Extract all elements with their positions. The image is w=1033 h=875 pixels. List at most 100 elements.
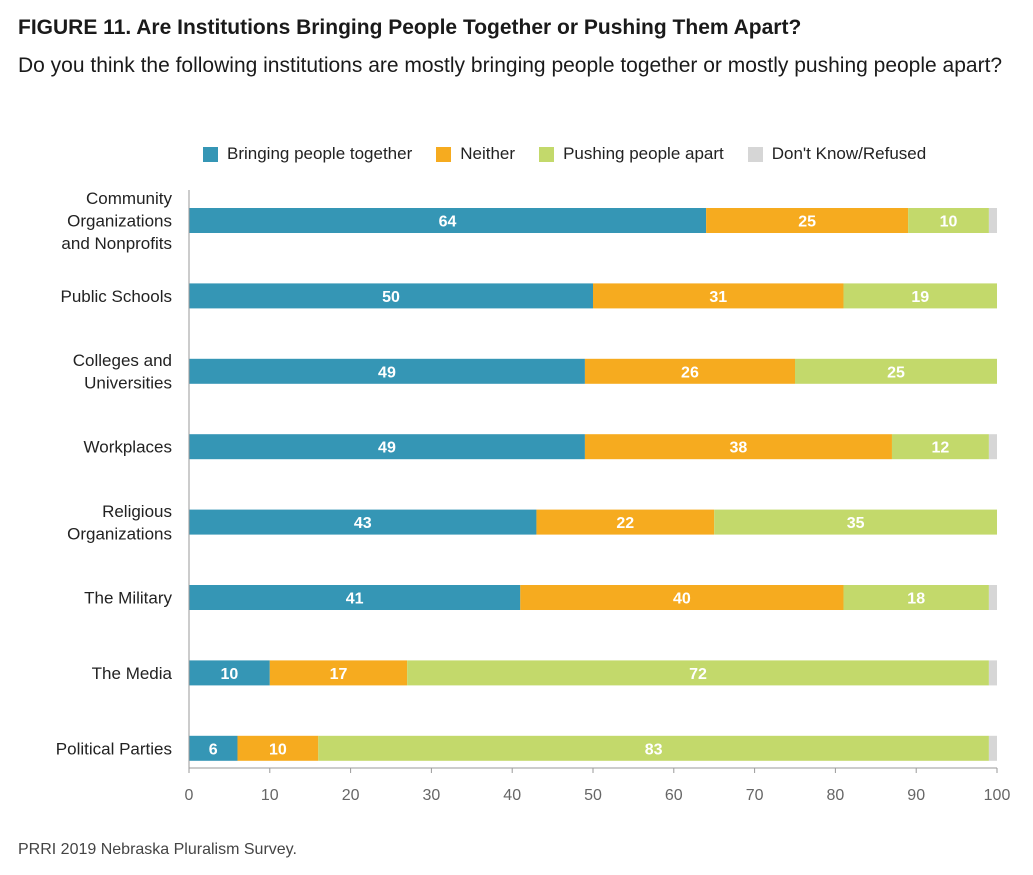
x-tick-label: 60 [665,787,683,804]
chart-title: FIGURE 11. Are Institutions Bringing Peo… [18,16,802,39]
category-label-line: Community [86,189,172,208]
bar-segment-3-3 [988,434,997,460]
bar-segment-4-0 [189,509,537,535]
category-label-3: Workplaces [84,438,173,457]
bar-segment-2-2 [795,358,997,384]
bar-value-label-1-1: 31 [709,289,727,306]
bar-value-label-7-1: 10 [269,741,287,758]
x-tick-label: 40 [503,787,521,804]
category-label-4: Religious Organizations [67,502,172,544]
bar-segment-3-0 [189,434,585,460]
legend-swatch-apart [539,146,555,162]
bar-segment-0-3 [988,208,997,233]
x-tick-label: 10 [261,787,279,804]
bar-segment-6-0 [189,660,270,686]
x-tick-label: 30 [423,787,441,804]
legend-label-neither: Neither [460,144,516,163]
bar-value-label-6-0: 10 [221,666,239,683]
legend-label-apart: Pushing people apart [563,144,724,163]
bar-value-label-4-2: 35 [847,515,865,532]
bar-value-label-5-1: 40 [673,591,691,608]
bar-value-label-0-1: 25 [798,214,816,231]
bar-value-label-0-2: 10 [940,214,958,231]
legend-label-together: Bringing people together [227,144,413,163]
x-tick-label: 90 [907,787,925,804]
bar-value-label-7-2: 83 [645,741,663,758]
bar-segment-5-0 [189,585,521,610]
bar-value-label-2-1: 26 [681,364,699,381]
bar-segment-4-2 [714,509,997,535]
bar-segment-7-3 [988,735,997,761]
bar-segment-7-2 [318,735,989,761]
bar-value-label-2-2: 25 [887,364,905,381]
bar-segment-1-1 [593,283,844,309]
category-label-line: Organizations [67,212,172,231]
bar-segment-1-0 [189,283,593,309]
x-tick-label: 20 [342,787,360,804]
category-label-line: Religious [102,502,172,521]
category-label-2: Colleges and Universities [73,351,172,393]
category-label-line: The Media [92,664,173,683]
category-label-line: The Military [84,589,172,608]
bar-segment-0-1 [706,208,909,233]
category-label-0: Community Organizations and Nonprofits [61,189,172,253]
bar-segment-5-2 [843,585,989,610]
legend: Bringing people together Neither Pushing… [203,144,950,164]
bar-segment-7-0 [189,735,238,761]
category-label-5: The Military [84,589,172,608]
bar-value-label-3-2: 12 [932,440,950,457]
bar-value-label-0-0: 64 [439,214,457,231]
bar-value-label-3-0: 49 [378,440,396,457]
category-label-line: Public Schools [60,287,172,306]
bar-segment-0-2 [908,208,989,233]
x-tick-label: 70 [746,787,764,804]
legend-swatch-dk [747,146,763,162]
bar-value-label-6-1: 17 [330,666,348,683]
bar-segment-7-1 [237,735,319,761]
legend-item-neither: Neither [436,144,515,164]
bar-value-label-6-2: 72 [689,666,707,683]
bar-value-label-5-0: 41 [346,591,364,608]
bar-segment-6-1 [269,660,408,686]
legend-label-dk: Don't Know/Refused [771,144,927,163]
category-label-line: Organizations [67,524,172,543]
bar-value-label-2-0: 49 [378,364,396,381]
bar-segment-5-1 [520,585,844,610]
bar-value-label-5-2: 18 [907,591,925,608]
bar-value-label-1-0: 50 [382,289,400,306]
bar-segment-4-1 [536,509,715,535]
legend-item-apart: Pushing people apart [539,144,724,164]
x-tick-label: 50 [584,787,602,804]
bar-segment-2-0 [189,358,585,384]
bar-segment-0-0 [189,208,707,233]
chart-subtitle: Do you think the following institutions … [18,54,1003,77]
category-label-7: Political Parties [56,739,172,758]
source-note: PRRI 2019 Nebraska Pluralism Survey. [18,841,297,858]
category-label-line: Universities [84,374,172,393]
x-tick-label: 100 [984,787,1011,804]
bar-segment-3-2 [891,434,989,460]
legend-swatch-neither [436,146,452,162]
bar-segment-6-2 [407,660,989,686]
bar-value-label-7-0: 6 [209,741,218,758]
bar-value-label-4-1: 22 [616,515,634,532]
category-label-line: Colleges and [73,351,172,370]
bar-segment-2-1 [584,358,795,384]
bar-segment-3-1 [584,434,892,460]
bar-value-label-4-0: 43 [354,515,372,532]
category-label-line: and Nonprofits [61,234,172,253]
category-label-6: The Media [92,664,173,683]
bar-segment-1-2 [843,283,997,309]
category-label-line: Political Parties [56,739,172,758]
category-label-1: Public Schools [60,287,172,306]
bar-value-label-3-1: 38 [730,440,748,457]
category-label-line: Workplaces [84,438,173,457]
x-tick-label: 80 [827,787,845,804]
bar-value-label-1-2: 19 [911,289,929,306]
x-tick-label: 0 [185,787,194,804]
legend-item-dk: Don't Know/Refused [747,144,927,164]
bar-segment-6-3 [988,660,997,686]
bar-segment-5-3 [988,585,997,610]
legend-swatch-together [203,146,218,162]
